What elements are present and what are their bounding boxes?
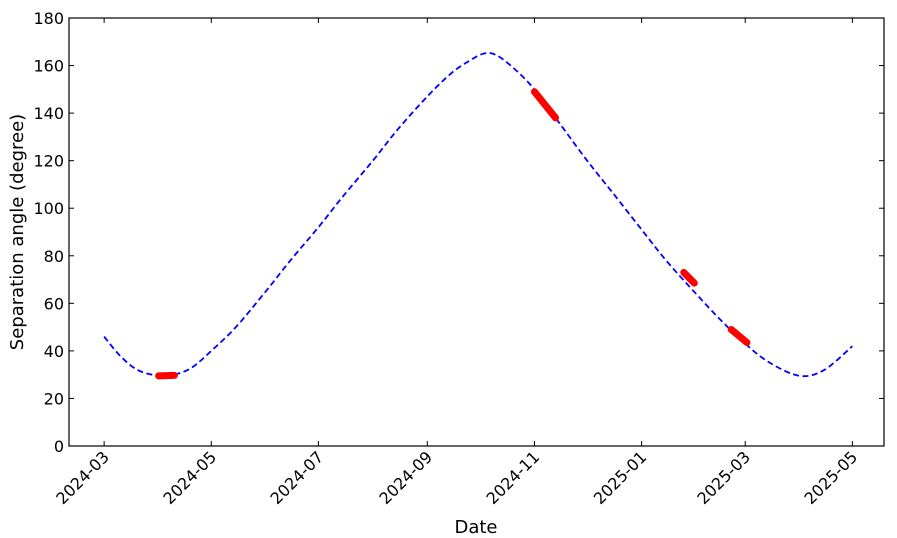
x-tick-label-1: 2024-05: [159, 447, 220, 508]
y-tick-label-7: 140: [33, 104, 64, 123]
y-tick-label-6: 120: [33, 152, 64, 171]
y-tick-label-2: 40: [44, 342, 64, 361]
x-tick-label-2: 2024-07: [267, 447, 328, 508]
y-tick-label-8: 160: [33, 57, 64, 76]
y-tick-label-1: 20: [44, 389, 64, 408]
x-tick-label-5: 2025-01: [590, 447, 651, 508]
y-tick-label-4: 80: [44, 247, 64, 266]
highlight-segment-2: [680, 268, 698, 287]
x-tick-label-7: 2025-05: [801, 447, 862, 508]
highlight-segment-1: [530, 88, 560, 122]
series-layer: [103, 52, 853, 380]
plot-frame: [68, 17, 885, 447]
ticks-layer: [69, 17, 884, 447]
y-axis-label: Separation angle (degree): [7, 114, 28, 350]
series-line-0: [103, 52, 853, 378]
y-tick-label-3: 60: [44, 294, 64, 313]
y-tick-label-5: 100: [33, 199, 64, 218]
highlight-segment-3: [727, 325, 751, 347]
plot-background: [69, 18, 884, 446]
y-tick-label-9: 180: [33, 9, 64, 28]
x-tick-label-4: 2024-11: [483, 447, 544, 508]
x-axis-label: Date: [454, 517, 497, 538]
x-tick-label-0: 2024-03: [52, 447, 113, 508]
y-tick-label-0: 0: [54, 437, 64, 456]
x-tick-label-6: 2025-03: [693, 447, 754, 508]
x-tick-label-3: 2024-09: [375, 447, 436, 508]
